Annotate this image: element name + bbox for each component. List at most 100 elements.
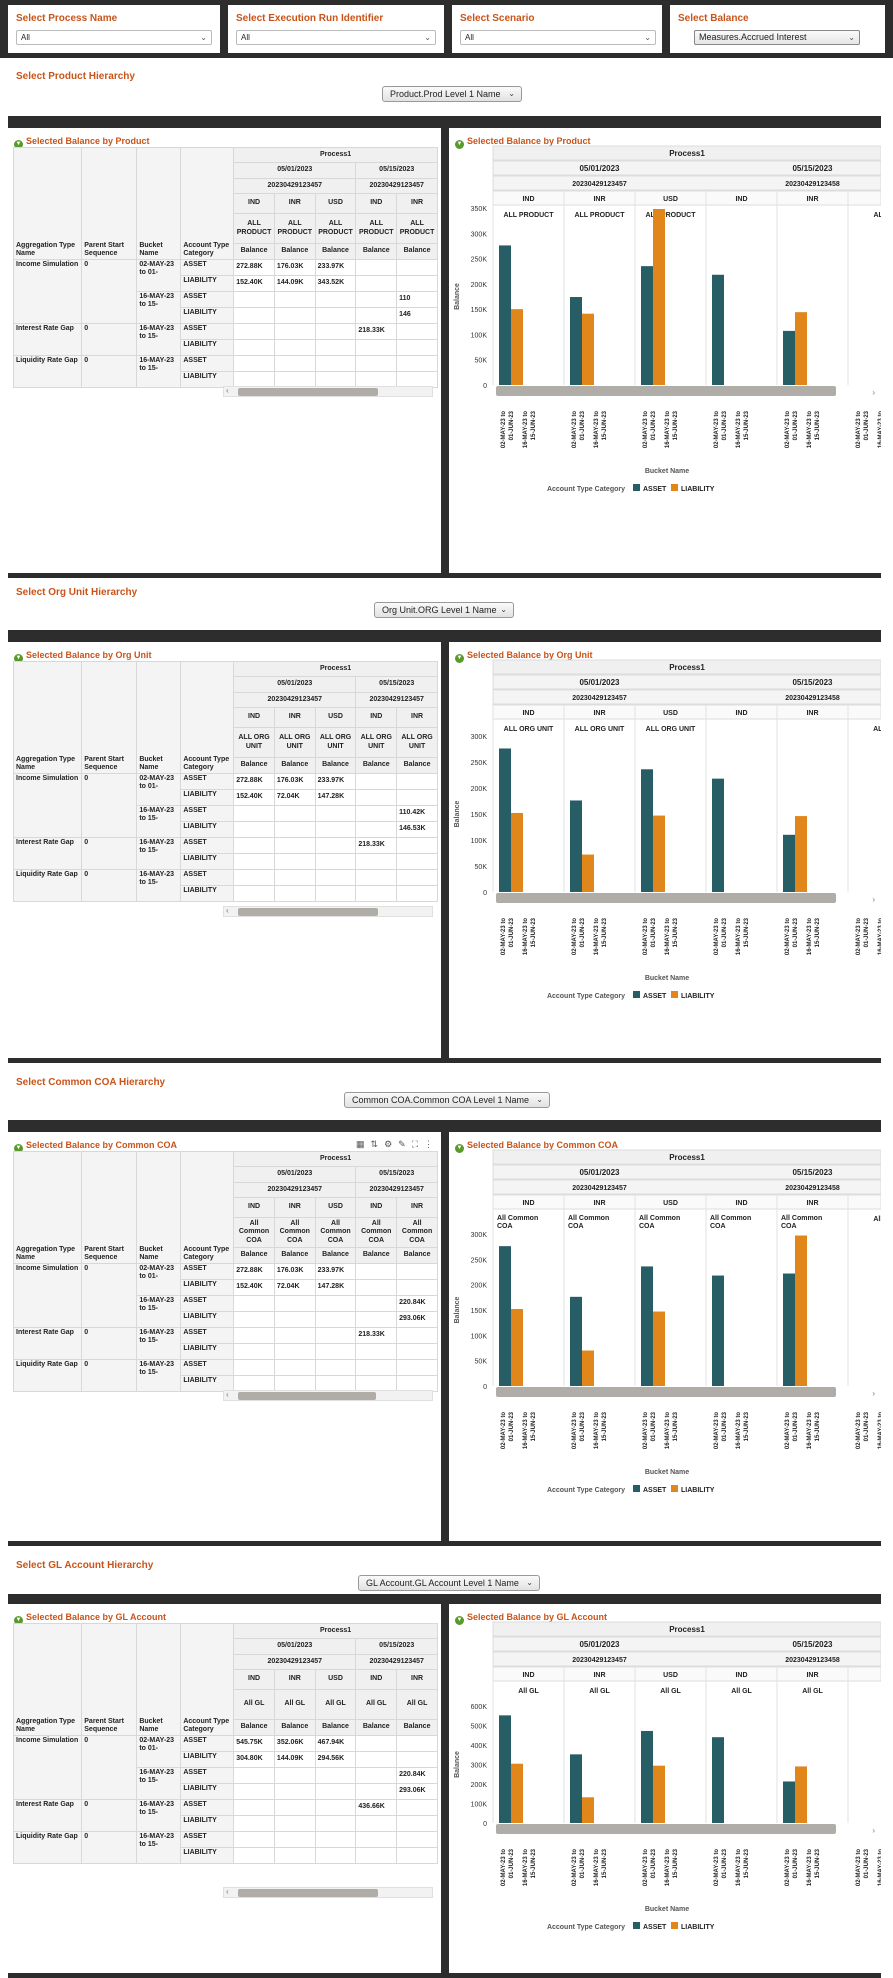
scrollbar-thumb[interactable] (238, 908, 378, 916)
table-cell (233, 307, 275, 324)
legend-asset-swatch (633, 484, 640, 491)
table-cell: LIABILITY (180, 1847, 235, 1864)
table-cell: All Common COA (314, 1217, 357, 1248)
asset-bar (570, 297, 582, 385)
table-cell (314, 1295, 357, 1312)
fullscreen-icon[interactable]: ⛶ (411, 1139, 418, 1149)
table-horizontal-scrollbar[interactable]: ‹ (223, 386, 433, 397)
table-cell: LIABILITY (180, 1783, 235, 1800)
table-cell (233, 1311, 275, 1328)
currency-header: INR (593, 710, 605, 717)
chart-panel: ▼ Selected Balance by Org Unit Process1 05… (449, 642, 881, 1058)
bar-chart: Process1 05/01/2023 05/15/2023 202304291234… (454, 145, 881, 493)
grid-icon[interactable]: ▦ (356, 1139, 365, 1149)
table-cell (273, 323, 316, 340)
table-cell (396, 259, 438, 276)
process-header: Process1 (669, 1153, 705, 1162)
currency-header: INR (593, 1200, 605, 1207)
table-cell: 0 (81, 869, 138, 902)
panel-title: ▼ Selected Balance by Org Unit (14, 650, 152, 663)
table-cell (273, 869, 316, 886)
table-cell: ALL PRODUCT (396, 213, 438, 244)
hierarchy-select[interactable]: Product.Prod Level 1 Name ⌄ (382, 86, 522, 102)
table-cell (355, 885, 398, 902)
table-horizontal-scrollbar[interactable]: ‹ (223, 1390, 433, 1401)
table-row: Interest Rate Gap 0 16-MAY-23 to 15- ASSET 2… (12, 323, 438, 356)
table-cell: Income Simulation (12, 1735, 83, 1800)
table-cell: Liquidity Rate Gap (12, 1359, 83, 1392)
more-options-icon[interactable]: ⋮ (424, 1139, 433, 1149)
x-tick-label: 02-MAY-23 to (785, 1412, 791, 1449)
scroll-left-icon[interactable]: ‹ (226, 906, 229, 915)
filter-label: Select Execution Run Identifier (236, 13, 384, 24)
scroll-left-icon[interactable]: ‹ (226, 1887, 229, 1896)
table-cell: IND (355, 193, 398, 214)
table-horizontal-scrollbar[interactable]: ‹ (223, 1887, 433, 1898)
liability-bar (795, 312, 807, 385)
balance-filter: Select Balance Measures.Accrued Interest… (670, 5, 885, 53)
x-tick-label: 01-JUN-23 (580, 1848, 586, 1878)
table-cell: ALL ORG UNIT (273, 727, 316, 758)
scrollbar-thumb[interactable] (238, 1889, 378, 1897)
x-axis-label: Bucket Name (645, 975, 689, 982)
x-tick-label: 15-JUN-23 (602, 410, 608, 440)
legend-liability-swatch (671, 1485, 678, 1492)
y-tick-label: 100K (471, 1333, 488, 1340)
table-cell: 176.03K (273, 1263, 316, 1280)
settings-icon[interactable]: ⚙ (384, 1139, 393, 1149)
x-tick-label: 02-MAY-23 to (856, 1849, 862, 1886)
scenario-select[interactable]: All ⌄ (460, 30, 656, 45)
y-tick-label: 350K (471, 206, 488, 213)
table-row: LIABILITY (14, 371, 438, 388)
balance-select[interactable]: Measures.Accrued Interest ⌄ (694, 30, 860, 45)
x-tick-label: 16-MAY-23 to (807, 1412, 813, 1449)
x-tick-label: 15-JUN-23 (815, 1848, 821, 1878)
currency-header: USD (663, 710, 678, 717)
table-cell (233, 323, 275, 340)
table-cell: 20230429123457 (233, 692, 357, 708)
table-cell (355, 1783, 398, 1800)
sort-icon[interactable]: ⇅ (370, 1139, 379, 1149)
hierarchy-select[interactable]: Common COA.Common COA Level 1 Name ⌄ (344, 1092, 550, 1108)
x-tick-label: 15-JUN-23 (673, 410, 679, 440)
currency-header: INR (806, 196, 818, 203)
panel-title: ▼ Selected Balance by Common COA (14, 1140, 178, 1153)
y-tick-label: 50K (475, 864, 488, 871)
hierarchy-select[interactable]: GL Account.GL Account Level 1 Name ⌄ (358, 1575, 540, 1591)
scroll-left-icon[interactable]: ‹ (226, 1390, 229, 1399)
pivot-table: Aggregation Type Name Parent Start Sequen… (12, 147, 438, 388)
currency-header: USD (663, 1200, 678, 1207)
table-cell: ALL PRODUCT (233, 213, 275, 244)
scrollbar-thumb[interactable] (238, 1392, 376, 1400)
table-cell: 02-MAY-23 to 01- (136, 1263, 182, 1296)
table-cell: ASSET (180, 805, 235, 822)
table-row: Income Simulation 0 02-MAY-23 to 01- ASSET 2… (12, 259, 438, 324)
table-cell: ASSET (180, 837, 235, 854)
edit-icon[interactable]: ✎ (398, 1139, 406, 1149)
member-header: ALL PRODUCT (574, 212, 625, 219)
asset-bar (783, 834, 795, 892)
table-horizontal-scrollbar[interactable]: ‹ (223, 906, 433, 917)
process-name-select[interactable]: All ⌄ (16, 30, 212, 45)
legend-asset-label: ASSET (643, 1487, 667, 1494)
table-cell: Balance (396, 1247, 438, 1264)
table-cell: 16-MAY-23 to 15- (136, 1327, 182, 1360)
x-tick-label: 16-MAY-23 to (594, 411, 600, 448)
scrollbar-thumb[interactable] (238, 388, 378, 396)
table-cell: Liquidity Rate Gap (12, 869, 83, 902)
scroll-left-icon[interactable]: ‹ (226, 386, 229, 395)
filter-funnel-icon: ▼ (14, 1144, 23, 1153)
table-cell (273, 837, 316, 854)
execution-run-select[interactable]: All ⌄ (236, 30, 436, 45)
table-cell: 16-MAY-23 to 15- (136, 323, 182, 356)
table-cell: INR (396, 1669, 438, 1690)
header-band (492, 1164, 881, 1180)
y-tick-label: 250K (471, 760, 488, 767)
select-value: Measures.Accrued Interest (699, 32, 807, 42)
header-band (492, 160, 881, 176)
table-cell (233, 837, 275, 854)
table-cell (273, 853, 316, 870)
hierarchy-select[interactable]: Org Unit.ORG Level 1 Name ⌄ (374, 602, 514, 618)
x-tick-label: 16-MAY-23 to (523, 411, 529, 448)
member-header: All GL (802, 1688, 823, 1695)
